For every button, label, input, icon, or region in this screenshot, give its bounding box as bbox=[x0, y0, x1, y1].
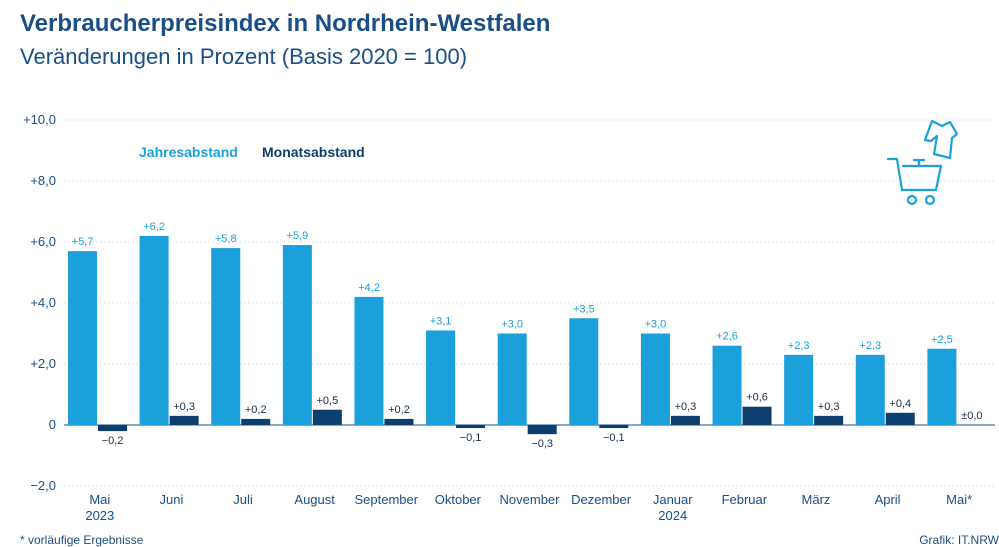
data-label-monatsabstand: −0,1 bbox=[460, 432, 482, 444]
data-label-jahresabstand: +5,7 bbox=[72, 236, 94, 248]
bar-jahresabstand bbox=[68, 251, 97, 425]
x-category-label: 2024 bbox=[658, 508, 687, 523]
bar-jahresabstand bbox=[784, 354, 814, 425]
data-label-monatsabstand: +0,5 bbox=[316, 395, 338, 407]
data-label-monatsabstand: ±0,0 bbox=[961, 410, 982, 422]
bar-monatsabstand bbox=[670, 415, 700, 425]
x-category-label: Februar bbox=[722, 492, 768, 507]
bar-monatsabstand bbox=[241, 418, 271, 425]
data-label-jahresabstand: +2,3 bbox=[859, 340, 881, 352]
x-category-label: Mai* bbox=[946, 492, 972, 507]
bag-icon bbox=[912, 158, 926, 168]
data-label-jahresabstand: +3,1 bbox=[430, 315, 452, 327]
data-label-monatsabstand: +0,6 bbox=[746, 392, 768, 404]
bar-monatsabstand bbox=[169, 415, 199, 425]
x-category-label: Juli bbox=[233, 492, 253, 507]
bar-monatsabstand bbox=[742, 406, 772, 425]
x-category-label: April bbox=[875, 492, 901, 507]
shopping-cart-with-shirt-icon bbox=[886, 119, 959, 206]
data-label-monatsabstand: +0,3 bbox=[173, 401, 195, 413]
x-category-label: 2023 bbox=[85, 508, 114, 523]
bar-jahresabstand bbox=[211, 248, 241, 425]
data-label-jahresabstand: +2,3 bbox=[788, 340, 810, 352]
bar-monatsabstand bbox=[312, 409, 342, 425]
x-category-label: September bbox=[354, 492, 418, 507]
bar-monatsabstand bbox=[814, 415, 844, 425]
bar-monatsabstand bbox=[98, 425, 127, 432]
x-category-label: Oktober bbox=[435, 492, 482, 507]
x-category-label: August bbox=[294, 492, 335, 507]
data-label-jahresabstand: +5,8 bbox=[215, 233, 237, 245]
x-category-label: März bbox=[802, 492, 831, 507]
y-tick-label: +8,0 bbox=[30, 173, 56, 188]
data-label-jahresabstand: +2,5 bbox=[931, 334, 953, 346]
bar-jahresabstand bbox=[855, 354, 885, 425]
bar-jahresabstand bbox=[497, 333, 527, 425]
y-tick-label: −2,0 bbox=[30, 478, 56, 493]
footnote: * vorläufige Ergebnisse bbox=[20, 533, 144, 547]
data-label-monatsabstand: +0,2 bbox=[245, 404, 267, 416]
bar-jahresabstand bbox=[927, 348, 957, 425]
y-tick-label: +10,0 bbox=[23, 112, 56, 127]
legend-monatsabstand: Monatsabstand bbox=[262, 144, 365, 160]
data-label-monatsabstand: +0,3 bbox=[675, 401, 697, 413]
bar-monatsabstand bbox=[384, 418, 414, 425]
cart-icon bbox=[886, 157, 943, 192]
bar-jahresabstand bbox=[569, 318, 599, 425]
y-tick-label: 0 bbox=[49, 417, 56, 432]
data-label-monatsabstand: +0,3 bbox=[818, 401, 840, 413]
bar-monatsabstand bbox=[456, 425, 486, 429]
source-credit: Grafik: IT.NRW bbox=[919, 533, 999, 547]
y-tick-label: +2,0 bbox=[30, 356, 56, 371]
x-category-label: November bbox=[500, 492, 561, 507]
bar-jahresabstand bbox=[426, 330, 456, 425]
x-category-label: Dezember bbox=[571, 492, 632, 507]
bar-jahresabstand bbox=[354, 296, 384, 425]
chart-title: Verbraucherpreisindex in Nordrhein-Westf… bbox=[20, 10, 551, 37]
x-category-label: Januar bbox=[653, 492, 693, 507]
data-label-monatsabstand: −0,3 bbox=[531, 438, 553, 450]
data-label-jahresabstand: +6,2 bbox=[143, 221, 165, 233]
bar-monatsabstand bbox=[527, 425, 557, 435]
bar-jahresabstand bbox=[712, 345, 742, 425]
data-label-monatsabstand: +0,2 bbox=[388, 404, 410, 416]
bar-jahresabstand bbox=[282, 245, 312, 425]
data-label-monatsabstand: −0,1 bbox=[603, 432, 625, 444]
cart-wheel-icon bbox=[906, 194, 918, 206]
bar-monatsabstand bbox=[885, 412, 915, 425]
data-label-monatsabstand: +0,4 bbox=[889, 398, 911, 410]
bar-jahresabstand bbox=[139, 235, 169, 425]
x-category-label: Mai bbox=[89, 492, 110, 507]
chart-subtitle: Veränderungen in Prozent (Basis 2020 = 1… bbox=[20, 44, 468, 69]
cart-wheel-icon bbox=[924, 194, 936, 206]
data-label-jahresabstand: +3,0 bbox=[645, 319, 667, 331]
bar-monatsabstand bbox=[599, 425, 629, 429]
shirt-icon bbox=[923, 119, 959, 160]
x-category-label: Juni bbox=[159, 492, 183, 507]
data-label-jahresabstand: +3,5 bbox=[573, 303, 595, 315]
data-label-jahresabstand: +2,6 bbox=[716, 331, 738, 343]
data-label-jahresabstand: +5,9 bbox=[286, 230, 308, 242]
legend-jahresabstand: Jahresabstand bbox=[139, 144, 238, 160]
y-tick-label: +6,0 bbox=[30, 234, 56, 249]
y-tick-label: +4,0 bbox=[30, 295, 56, 310]
data-label-jahresabstand: +3,0 bbox=[501, 319, 523, 331]
bar-jahresabstand bbox=[640, 333, 670, 425]
data-label-monatsabstand: −0,2 bbox=[102, 435, 124, 447]
data-label-jahresabstand: +4,2 bbox=[358, 282, 380, 294]
